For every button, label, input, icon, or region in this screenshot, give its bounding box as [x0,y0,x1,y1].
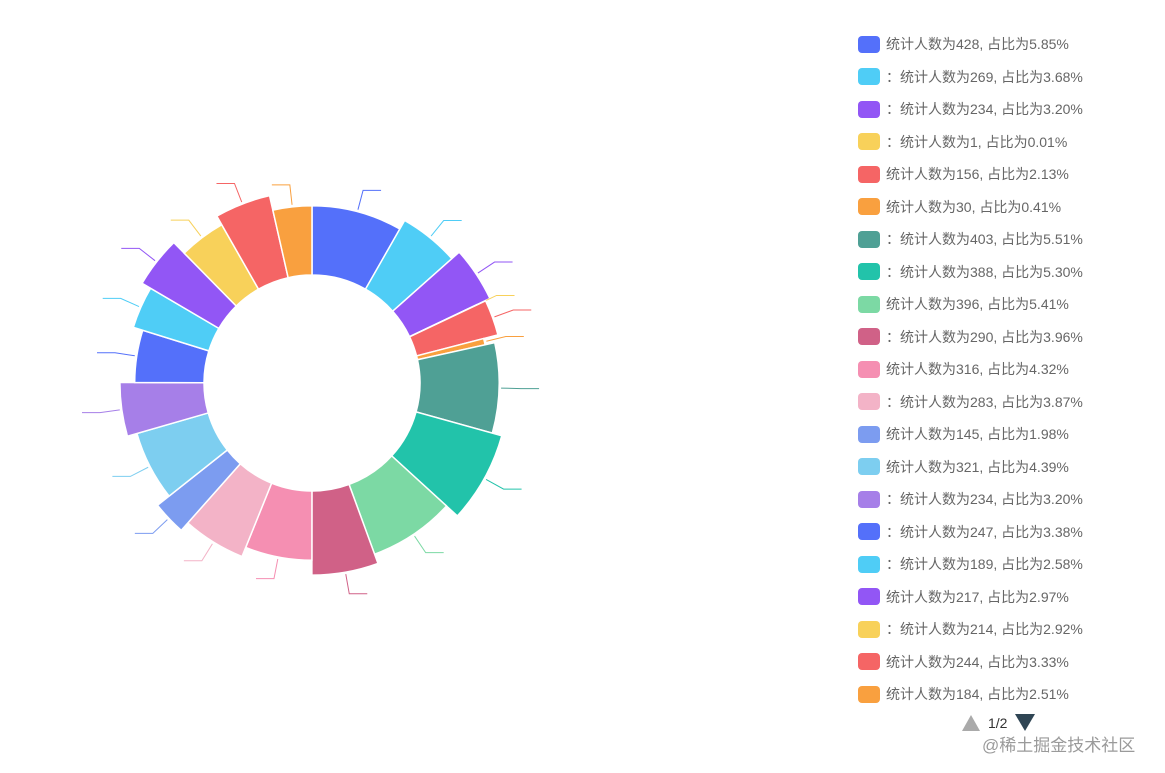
legend-prev-page-icon[interactable] [962,714,980,731]
legend-item[interactable]: ：统计人数为388, 占比为5.30% [858,256,1158,289]
legend-swatch [858,620,880,638]
legend-label: 统计人数为428, 占比为5.85% [886,36,1069,53]
legend-item[interactable]: 统计人数为217, 占比为2.97% [858,581,1158,614]
legend-label: 统计人数为145, 占比为1.98% [886,426,1069,443]
legend-swatch [858,555,880,573]
legend-swatch [858,653,880,671]
legend-item[interactable]: ：统计人数为283, 占比为3.87% [858,386,1158,419]
pie-slice[interactable] [271,204,313,279]
legend-swatch [858,393,880,411]
legend-label: ：统计人数为290, 占比为3.96% [886,328,1083,345]
legend-swatch [858,458,880,476]
legend-label: ：统计人数为269, 占比为3.68% [886,68,1083,85]
legend-swatch [858,425,880,443]
legend-item[interactable]: ：统计人数为247, 占比为3.38% [858,516,1158,549]
legend-swatch [858,523,880,541]
watermark: @稀土掘金技术社区 [982,736,1136,755]
legend-item[interactable]: ：统计人数为269, 占比为3.68% [858,61,1158,94]
chart-legend: 统计人数为428, 占比为5.85% ：统计人数为269, 占比为3.68% ：统计… [858,28,1158,711]
legend-swatch [858,263,880,281]
legend-swatch [858,328,880,346]
leader-line [414,535,444,554]
legend-item[interactable]: ：统计人数为234, 占比为3.20% [858,483,1158,516]
legend-item[interactable]: ：统计人数为1, 占比为0.01% [858,126,1158,159]
legend-swatch [858,133,880,151]
legend-label: ：统计人数为283, 占比为3.87% [886,393,1083,410]
legend-label: ：统计人数为214, 占比为2.92% [886,621,1083,638]
leader-line [134,519,168,534]
legend-label: ：统计人数为234, 占比为3.20% [886,491,1083,508]
leader-line [81,409,120,414]
leader-line [271,184,293,205]
leader-line [102,297,140,307]
leader-line [112,466,149,477]
legend-swatch [858,295,880,313]
legend-item[interactable]: ：统计人数为290, 占比为3.96% [858,321,1158,354]
leader-line [216,182,243,203]
legend-label: 统计人数为244, 占比为3.33% [886,653,1069,670]
legend-swatch [858,68,880,86]
legend-swatch [858,685,880,703]
leader-line [97,352,135,357]
legend-item[interactable]: 统计人数为396, 占比为5.41% [858,288,1158,321]
legend-label: ：统计人数为1, 占比为0.01% [886,133,1068,150]
legend-label: ：统计人数为403, 占比为5.51% [886,231,1083,248]
legend-label: 统计人数为217, 占比为2.97% [886,588,1069,605]
legend-label: ：统计人数为234, 占比为3.20% [886,101,1083,118]
legend-page-indicator: 1/2 [988,714,1008,731]
leader-line [170,219,202,237]
leader-line [345,574,368,595]
legend-pager: 1/2 [962,714,1036,731]
legend-item[interactable]: 统计人数为145, 占比为1.98% [858,418,1158,451]
leader-line [183,543,213,562]
leader-line [494,309,532,318]
leader-line [121,247,156,262]
leader-line [255,558,279,580]
legend-label: 统计人数为156, 占比为2.13% [886,166,1069,183]
legend-swatch [858,588,880,606]
leader-line [485,478,522,490]
legend-swatch [858,35,880,53]
leader-line [430,220,462,237]
legend-label: 统计人数为30, 占比为0.41% [886,198,1062,215]
legend-item[interactable]: ：统计人数为403, 占比为5.51% [858,223,1158,256]
leader-line [501,387,540,390]
legend-label: ：统计人数为189, 占比为2.58% [886,556,1083,573]
legend-swatch [858,100,880,118]
legend-item[interactable]: 统计人数为321, 占比为4.39% [858,451,1158,484]
legend-swatch [858,165,880,183]
legend-label: ：统计人数为247, 占比为3.38% [886,523,1083,540]
legend-label: 统计人数为184, 占比为2.51% [886,686,1069,703]
legend-label: 统计人数为396, 占比为5.41% [886,296,1069,313]
leader-line [357,189,382,210]
legend-swatch [858,360,880,378]
legend-item[interactable]: ：统计人数为189, 占比为2.58% [858,548,1158,581]
legend-item[interactable]: ：统计人数为214, 占比为2.92% [858,613,1158,646]
legend-item[interactable]: 统计人数为244, 占比为3.33% [858,646,1158,679]
pie-slice[interactable] [390,410,503,518]
legend-label: 统计人数为316, 占比为4.32% [886,361,1069,378]
legend-item[interactable]: 统计人数为316, 占比为4.32% [858,353,1158,386]
legend-swatch [858,490,880,508]
leader-line [477,261,513,274]
legend-item[interactable]: 统计人数为30, 占比为0.41% [858,191,1158,224]
legend-swatch [858,198,880,216]
legend-label: ：统计人数为388, 占比为5.30% [886,263,1083,280]
legend-item[interactable]: 统计人数为156, 占比为2.13% [858,158,1158,191]
legend-swatch [858,230,880,248]
legend-label: 统计人数为321, 占比为4.39% [886,458,1069,475]
legend-item[interactable]: ：统计人数为234, 占比为3.20% [858,93,1158,126]
legend-next-page-icon[interactable] [1015,714,1036,731]
legend-item[interactable]: 统计人数为184, 占比为2.51% [858,678,1158,711]
leader-line [486,336,524,342]
legend-item[interactable]: 统计人数为428, 占比为5.85% [858,28,1158,61]
